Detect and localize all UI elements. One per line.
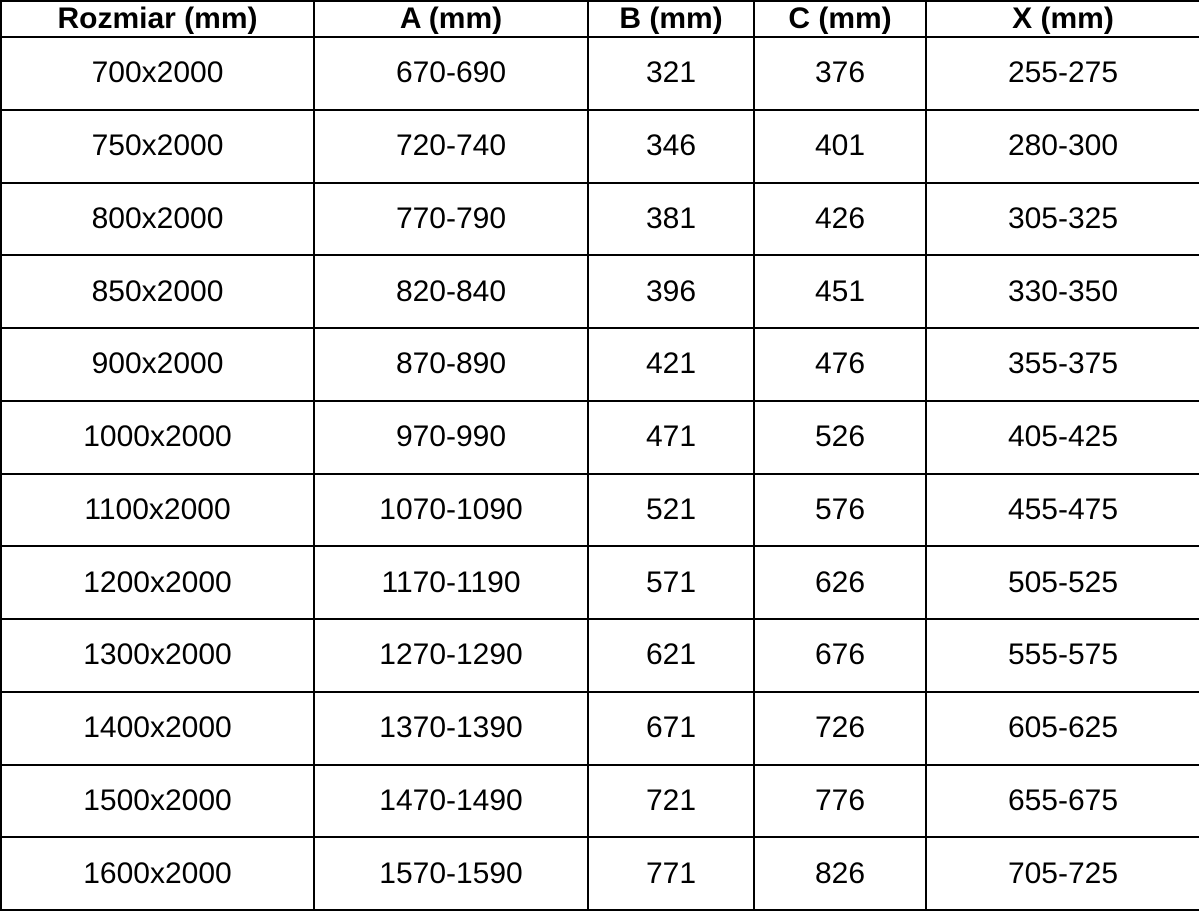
table-cell: 750x2000 [0,108,315,184]
table-cell: 476 [753,327,927,402]
table-cell: 676 [753,618,927,693]
table-cell: 555-575 [925,618,1199,693]
table-cell: 396 [587,254,755,329]
table-cell: 770-790 [313,181,589,257]
table-cell: 1000x2000 [0,399,315,475]
table-body: 700x2000 670-690 321 376 255-275 750x2000 720-… [0,36,1199,911]
table-cell: 721 [587,763,755,839]
table-row: 1400x2000 1370-1390 671 726 605-625 [0,690,1199,766]
table-row: 1200x2000 1170-1190 571 626 505-525 [0,545,1199,620]
table-cell: 1200x2000 [0,545,315,620]
table-cell: 471 [587,399,755,475]
table-cell: 1170-1190 [313,545,589,620]
column-header: A (mm) [313,0,589,38]
table-row: 800x2000 770-790 381 426 305-325 [0,181,1199,257]
table-cell: 720-740 [313,108,589,184]
table-cell: 1270-1290 [313,618,589,693]
table-cell: 526 [753,399,927,475]
table-cell: 571 [587,545,755,620]
table-cell: 1470-1490 [313,763,589,839]
table-row: 750x2000 720-740 346 401 280-300 [0,108,1199,184]
table-cell: 355-375 [925,327,1199,402]
header-row: Rozmiar (mm) A (mm) B (mm) C (mm) X (mm) [0,0,1199,38]
table-cell: 426 [753,181,927,257]
table-cell: 776 [753,763,927,839]
table-row: 1500x2000 1470-1490 721 776 655-675 [0,763,1199,839]
table-cell: 376 [753,36,927,111]
table-cell: 850x2000 [0,254,315,329]
table-row: 1100x2000 1070-1090 521 576 455-475 [0,472,1199,548]
column-header: Rozmiar (mm) [0,0,315,38]
table-head: Rozmiar (mm) A (mm) B (mm) C (mm) X (mm) [0,0,1199,38]
table-row: 700x2000 670-690 321 376 255-275 [0,36,1199,111]
table-cell: 451 [753,254,927,329]
table-cell: 401 [753,108,927,184]
table-cell: 671 [587,690,755,766]
table-cell: 700x2000 [0,36,315,111]
table-row: 900x2000 870-890 421 476 355-375 [0,327,1199,402]
table-cell: 505-525 [925,545,1199,620]
table-cell: 621 [587,618,755,693]
table-cell: 1400x2000 [0,690,315,766]
table-cell: 405-425 [925,399,1199,475]
table-cell: 521 [587,472,755,548]
table-cell: 1070-1090 [313,472,589,548]
table-row: 1600x2000 1570-1590 771 826 705-725 [0,836,1199,911]
table-cell: 305-325 [925,181,1199,257]
table-cell: 1600x2000 [0,836,315,911]
table-cell: 1500x2000 [0,763,315,839]
table-cell: 381 [587,181,755,257]
table-cell: 900x2000 [0,327,315,402]
table-cell: 726 [753,690,927,766]
table-cell: 1300x2000 [0,618,315,693]
table-cell: 820-840 [313,254,589,329]
table-cell: 771 [587,836,755,911]
table-cell: 255-275 [925,36,1199,111]
table-cell: 655-675 [925,763,1199,839]
table-cell: 826 [753,836,927,911]
column-header: B (mm) [587,0,755,38]
table-cell: 330-350 [925,254,1199,329]
table-cell: 605-625 [925,690,1199,766]
table-cell: 1570-1590 [313,836,589,911]
table-row: 1300x2000 1270-1290 621 676 555-575 [0,618,1199,693]
table-cell: 576 [753,472,927,548]
table-cell: 455-475 [925,472,1199,548]
table-row: 1000x2000 970-990 471 526 405-425 [0,399,1199,475]
table-cell: 800x2000 [0,181,315,257]
table-cell: 280-300 [925,108,1199,184]
table-cell: 705-725 [925,836,1199,911]
table-row: 850x2000 820-840 396 451 330-350 [0,254,1199,329]
table-cell: 970-990 [313,399,589,475]
table-cell: 1100x2000 [0,472,315,548]
table-cell: 321 [587,36,755,111]
table-cell: 346 [587,108,755,184]
table-cell: 421 [587,327,755,402]
table-cell: 870-890 [313,327,589,402]
column-header: X (mm) [925,0,1199,38]
table-cell: 670-690 [313,36,589,111]
table-cell: 1370-1390 [313,690,589,766]
table-cell: 626 [753,545,927,620]
column-header: C (mm) [753,0,927,38]
